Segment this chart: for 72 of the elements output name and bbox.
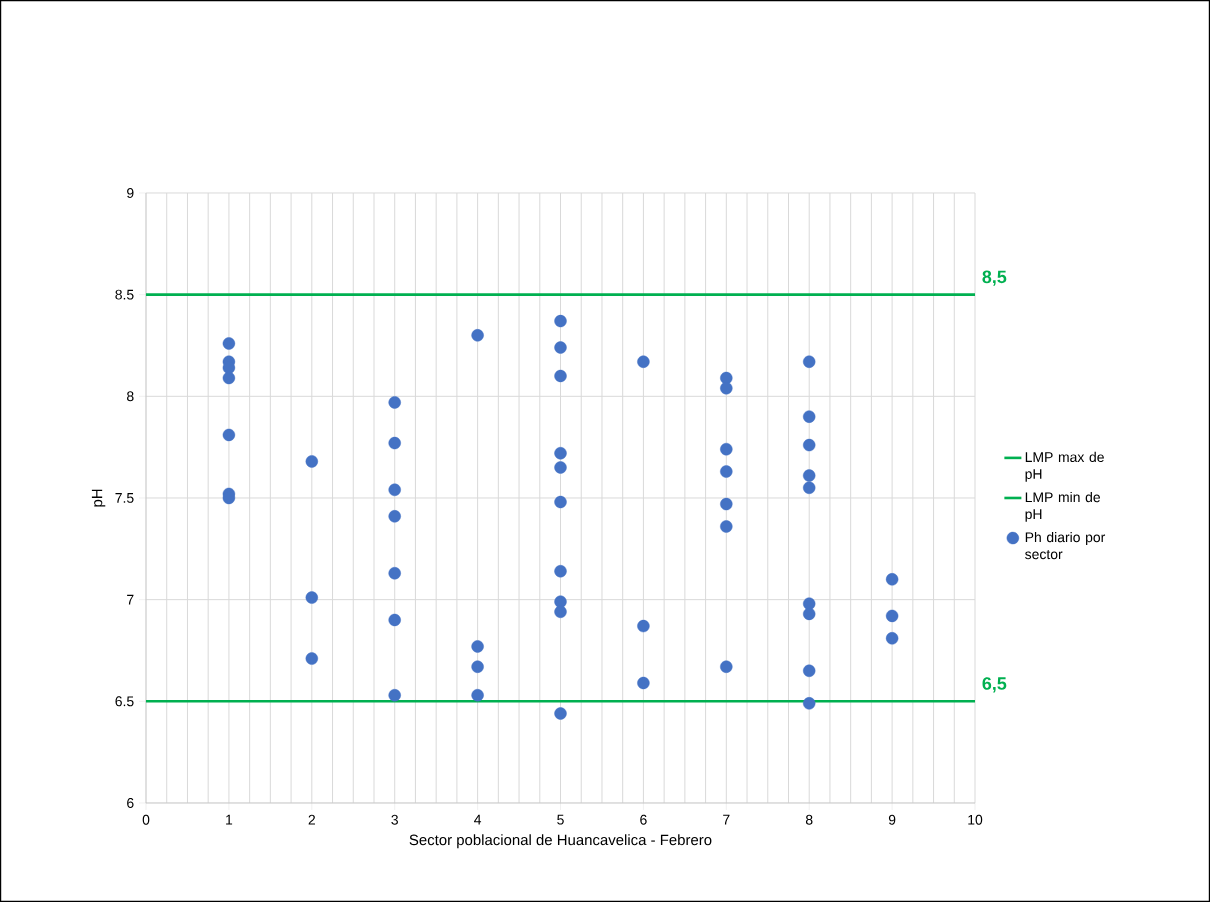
y-tick-label: 8.5 [115, 289, 134, 300]
point [885, 573, 899, 586]
y-tick-label: 6 [127, 798, 134, 808]
x-tick-label: 9 [888, 814, 896, 825]
point [471, 329, 484, 342]
x-tick-label: 4 [474, 814, 482, 825]
point [554, 447, 567, 460]
annotation: 6,5 [982, 677, 1007, 693]
point [885, 609, 899, 623]
x-tick-label: 2 [308, 814, 315, 825]
x-axis-title: Sector poblacional de Huancavelica - Febrero [409, 834, 712, 849]
point [720, 371, 733, 385]
point [388, 510, 401, 523]
point [720, 660, 733, 673]
point [554, 341, 567, 354]
x-tick-label: 10 [968, 814, 983, 825]
point [720, 520, 733, 533]
y-tick-label: 7.5 [115, 493, 134, 503]
x-tick-label: 8 [805, 814, 813, 825]
point [554, 461, 567, 474]
legend-label: LMP max de pH [1025, 451, 1104, 482]
x-tick-label: 5 [557, 814, 564, 825]
point [305, 455, 319, 468]
point [803, 664, 816, 678]
point [471, 640, 484, 653]
point [720, 465, 733, 478]
point [554, 605, 567, 619]
point [637, 676, 650, 690]
y-axis-title: pH [91, 489, 106, 507]
point [222, 371, 236, 385]
point [803, 697, 816, 710]
point [388, 613, 401, 627]
y-tick-label: 8 [127, 391, 134, 402]
point [803, 410, 816, 423]
point [803, 438, 816, 452]
point [637, 619, 650, 633]
point [388, 436, 401, 450]
point [803, 469, 816, 482]
x-tick-label: 6 [640, 814, 647, 825]
x-tick-label: 3 [391, 814, 398, 825]
point [720, 381, 733, 395]
point [720, 497, 733, 511]
point [305, 591, 319, 604]
point [222, 428, 236, 442]
point [554, 707, 567, 720]
legend-label: LMP min de pH [1025, 491, 1100, 522]
point [885, 632, 899, 645]
point [471, 660, 484, 673]
point [388, 396, 401, 409]
point [554, 564, 567, 578]
y-tick-label: 7 [127, 594, 134, 605]
point [637, 355, 650, 368]
point [720, 442, 733, 456]
x-tick-label: 0 [142, 814, 150, 825]
legend-label: Ph diario por sector [1025, 531, 1106, 560]
point [554, 369, 567, 383]
point [554, 314, 567, 328]
point [222, 337, 236, 350]
point [388, 567, 401, 580]
point [803, 607, 816, 621]
point [803, 355, 816, 368]
annotation: 8,5 [982, 270, 1007, 286]
y-tick-label: 6.5 [115, 696, 134, 707]
point [388, 483, 401, 497]
x-tick-label: 1 [226, 814, 233, 825]
point [388, 689, 401, 702]
point [305, 652, 319, 665]
y-tick-label: 9 [127, 188, 134, 198]
point [803, 481, 816, 495]
point [554, 495, 567, 509]
point [471, 689, 484, 702]
x-tick-label: 7 [723, 814, 730, 825]
